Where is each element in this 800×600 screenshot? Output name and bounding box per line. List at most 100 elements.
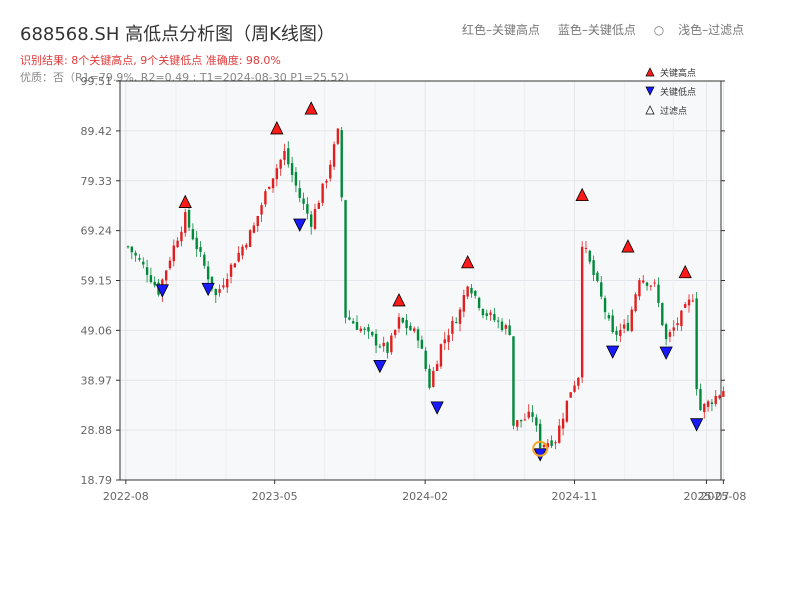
y-tick-label: 89.42 [81, 125, 113, 138]
candle-body [199, 246, 202, 252]
key-high-marker [270, 121, 284, 135]
key-high-marker [461, 254, 475, 269]
key-high-marker [304, 101, 318, 115]
candle-body [363, 328, 366, 330]
candle-body [332, 144, 336, 167]
candle-body [420, 339, 424, 349]
y-tick-label: 18.79 [81, 474, 113, 487]
candle-body [500, 321, 504, 331]
legend-marker [645, 86, 655, 96]
candle-body [210, 276, 214, 289]
candle-body [592, 260, 595, 276]
candle-body [699, 388, 702, 411]
candle-body [603, 298, 607, 313]
legend-label: 关键低点 [660, 86, 696, 98]
candle-body [268, 186, 271, 189]
candle-body [451, 320, 454, 334]
candle-body [672, 327, 675, 331]
candle-body [664, 324, 668, 340]
key-high-marker [392, 293, 406, 307]
key-low-marker [373, 359, 387, 374]
candle-body [138, 258, 141, 260]
candle-body [336, 128, 340, 144]
legend-filtered-icon: ○ [653, 23, 665, 37]
candle-body [367, 327, 370, 332]
candle-body [466, 286, 469, 297]
y-tick-label: 59.15 [81, 275, 113, 288]
legend-marker [645, 67, 655, 77]
candle-body [600, 282, 603, 297]
candle-body [458, 309, 462, 324]
candle-body [317, 202, 321, 209]
candle-body [416, 329, 420, 341]
candle-body [287, 148, 290, 165]
candle-body [290, 163, 294, 175]
chart-title: 688568.SH 高低点分析图（周K线图） [20, 24, 335, 45]
x-tick-label: 2025-08 [700, 490, 746, 503]
candle-body [245, 244, 248, 248]
key-high-marker [678, 264, 692, 279]
candle-body [634, 294, 637, 312]
key-low-marker [155, 284, 169, 298]
legend-label: 关键高点 [660, 67, 696, 79]
candles [126, 126, 725, 453]
candle-body [653, 282, 656, 284]
candle-body [180, 231, 183, 242]
candle-body [401, 317, 404, 323]
candle-body [687, 299, 691, 306]
candle-body [527, 411, 530, 418]
candle-body [435, 364, 439, 371]
y-tick-label: 69.24 [81, 225, 113, 238]
key-low-marker [201, 282, 215, 297]
candle-body [248, 230, 252, 247]
key-low-marker [293, 218, 307, 232]
candle-body [187, 210, 191, 228]
candle-body [168, 260, 172, 269]
candle-body [351, 321, 355, 324]
candle-body [428, 368, 431, 388]
candle-body [374, 333, 378, 346]
candle-body [474, 290, 477, 296]
key-high-marker [621, 239, 635, 253]
candle-body [626, 322, 630, 331]
candle-body [283, 150, 286, 160]
key-point-markers [155, 101, 704, 462]
candle-body [561, 418, 565, 429]
candle-body [371, 331, 374, 336]
candle-body [390, 335, 393, 353]
candle-body [424, 350, 427, 369]
candle-body [531, 412, 534, 417]
x-tick-label: 2023-05 [252, 490, 298, 503]
candle-body [443, 339, 446, 344]
candle-body [496, 320, 500, 322]
legend-label: 过滤点 [660, 105, 687, 117]
highlight-ring [532, 440, 549, 457]
candle-body [252, 225, 256, 233]
legend-red-high: 红色–关键高点 [462, 23, 541, 37]
key-high-marker [575, 187, 589, 202]
candle-body [359, 328, 363, 332]
candle-body [432, 370, 435, 387]
candle-body [172, 245, 175, 262]
candle-body [206, 266, 210, 280]
candle-body [409, 325, 412, 331]
candle-body [695, 298, 698, 390]
candle-body [512, 336, 515, 426]
candle-body [573, 385, 576, 392]
key-low-marker [606, 345, 620, 359]
candle-body [195, 237, 198, 250]
y-axis: 18.79 28.88 38.97 49.06 59.15 69.24 79.33 89.42… [81, 75, 725, 487]
candle-body [214, 289, 217, 296]
key-low-marker [430, 401, 444, 415]
candle-body [554, 442, 557, 444]
candle-body [142, 261, 145, 265]
x-tick-label: 2022-08 [103, 490, 149, 503]
candle-body [550, 440, 553, 447]
candle-body [477, 297, 481, 309]
legend-marker [645, 105, 655, 115]
candle-body [405, 320, 408, 329]
candle-body [580, 246, 584, 378]
candle-body [176, 240, 179, 248]
candle-body [134, 252, 137, 256]
candle-body [661, 302, 664, 326]
